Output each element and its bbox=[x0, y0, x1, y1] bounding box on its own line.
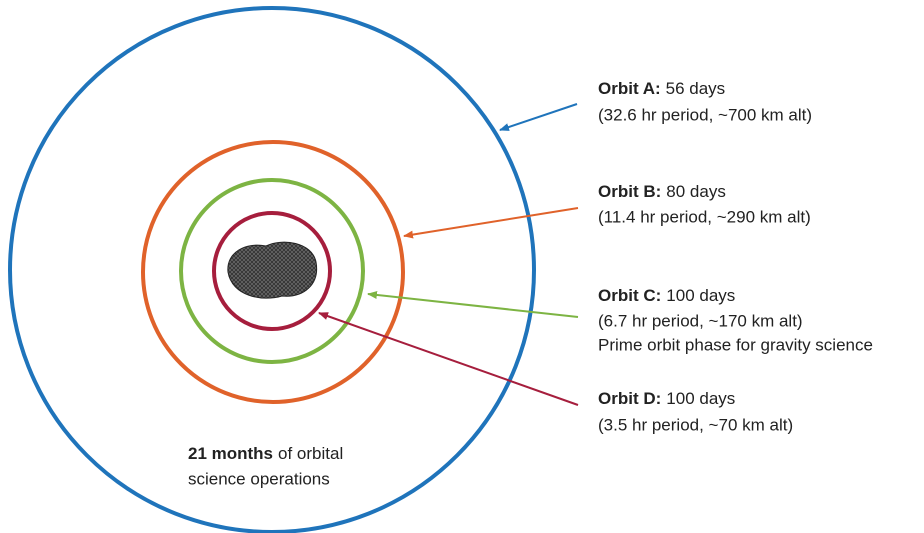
orbit-name: Orbit D: bbox=[598, 389, 661, 408]
orbit-name: Orbit C: bbox=[598, 286, 661, 305]
orbit-c-ring bbox=[179, 178, 365, 364]
orbit-a-ring bbox=[8, 6, 536, 533]
summary-bold: 21 months bbox=[188, 444, 273, 463]
orbit-duration: 56 days bbox=[666, 79, 726, 98]
arrow-b bbox=[403, 207, 579, 239]
orbit-d-ring bbox=[212, 211, 332, 331]
asteroid bbox=[227, 241, 318, 299]
orbit-b-label: Orbit B: 80 days bbox=[598, 182, 726, 201]
orbit-detail: (32.6 hr period, ~700 km alt) bbox=[598, 105, 812, 124]
orbit-b-ring bbox=[141, 140, 405, 404]
orbit-detail: (3.5 hr period, ~70 km alt) bbox=[598, 415, 793, 434]
orbit-d-label: Orbit D: 100 days bbox=[598, 389, 735, 408]
orbit-a-label: Orbit A: 56 days bbox=[598, 79, 725, 98]
orbit-detail: (6.7 hr period, ~170 km alt) bbox=[598, 311, 803, 330]
orbit-duration: 100 days bbox=[666, 389, 735, 408]
orbit-note: Prime orbit phase for gravity science bbox=[598, 335, 873, 354]
orbit-name: Orbit A: bbox=[598, 79, 661, 98]
arrow-a bbox=[499, 103, 578, 131]
orbit-c-label: Orbit C: 100 days bbox=[598, 286, 735, 305]
summary-line-1: 21 months of orbital bbox=[188, 444, 343, 463]
orbit-name: Orbit B: bbox=[598, 182, 661, 201]
summary-text: of orbital bbox=[278, 444, 343, 463]
orbit-detail: (11.4 hr period, ~290 km alt) bbox=[598, 207, 811, 226]
arrow-d bbox=[318, 312, 579, 406]
orbit-duration: 80 days bbox=[666, 182, 726, 201]
orbit-duration: 100 days bbox=[666, 286, 735, 305]
arrow-c bbox=[367, 291, 579, 318]
summary-line-2: science operations bbox=[188, 469, 330, 488]
